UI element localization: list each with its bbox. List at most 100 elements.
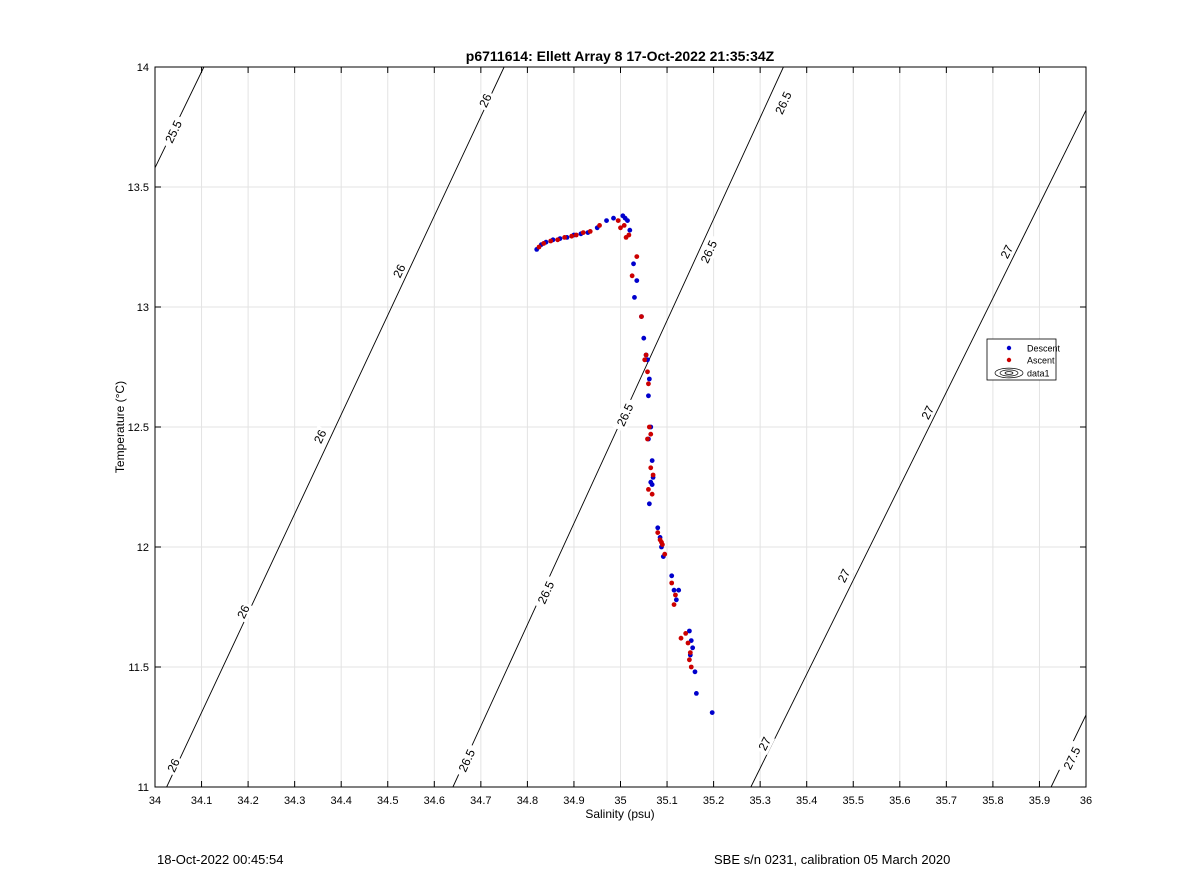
ascent-point — [536, 244, 542, 250]
x-tick-label: 35.5 — [843, 795, 864, 807]
x-tick-label: 34.8 — [517, 795, 538, 807]
x-tick-label: 34.5 — [377, 795, 398, 807]
descent-point — [632, 295, 637, 300]
descent-point — [686, 628, 692, 634]
contour-label: 26.5 — [770, 85, 797, 121]
descent-point — [655, 525, 661, 531]
y-tick-label: 13 — [137, 302, 149, 314]
descent-point — [627, 227, 633, 233]
ascent-point — [569, 233, 575, 239]
x-tick-label: 34.3 — [284, 795, 305, 807]
density-contour-line — [166, 66, 505, 788]
svg-text:26: 26 — [164, 756, 182, 774]
ascent-point — [655, 530, 661, 535]
descent-point — [631, 261, 636, 267]
descent-point — [693, 691, 699, 696]
x-tick-label: 35.3 — [749, 795, 770, 807]
density-contour-line — [750, 110, 1087, 788]
ascent-point — [626, 232, 632, 238]
svg-text:27: 27 — [835, 566, 854, 584]
x-tick-label: 35.9 — [1029, 795, 1050, 807]
x-tick-label: 34.2 — [237, 795, 258, 807]
footer-calibration: SBE s/n 0231, calibration 05 March 2020 — [714, 852, 951, 867]
y-axis: 11 11.5 12 12.5 13 13.5 14 — [128, 62, 1086, 794]
ascent-point — [686, 657, 692, 663]
ascent-point — [648, 431, 654, 437]
descent-point — [692, 669, 698, 675]
x-tick-label: 34.7 — [470, 795, 491, 807]
svg-text:26: 26 — [476, 91, 494, 109]
ascent-point — [645, 436, 650, 442]
y-tick-label: 11 — [138, 782, 149, 794]
descent-point — [646, 393, 651, 399]
x-tick-label: 36 — [1080, 795, 1092, 807]
y-tick-label: 12 — [137, 542, 149, 554]
ascent-point — [639, 314, 644, 319]
ascent-point — [669, 580, 675, 586]
legend-label: Descent — [1027, 344, 1061, 354]
ascent-point — [650, 472, 656, 478]
x-axis-label: Salinity (psu) — [585, 807, 654, 821]
legend-box — [986, 338, 1057, 381]
y-tick-label: 11.5 — [128, 662, 149, 674]
ascent-point — [555, 237, 561, 243]
contour-label: 25.5 — [160, 114, 187, 150]
ascent-point — [562, 235, 568, 240]
svg-text:26: 26 — [390, 262, 408, 280]
y-tick-label: 14 — [137, 62, 149, 74]
legend-label: data1 — [1027, 369, 1050, 379]
contour-label: 27 — [917, 401, 938, 424]
ascent-point — [615, 218, 621, 224]
ascent-point — [643, 352, 649, 358]
contour-label: 26.5 — [532, 575, 560, 611]
ascent-point — [683, 631, 689, 636]
legend-marker-ascent — [1006, 357, 1012, 363]
descent-point — [641, 335, 647, 341]
svg-text:27: 27 — [998, 242, 1017, 260]
ascent-point — [587, 229, 593, 234]
contour-label: 27 — [754, 732, 776, 755]
ascent-point — [541, 241, 547, 246]
ascent-point — [687, 650, 693, 655]
contour-label: 26.5 — [453, 743, 480, 779]
descent-point — [604, 218, 609, 224]
data-points — [534, 213, 715, 715]
x-tick-label: 35.7 — [936, 795, 957, 807]
ascent-point — [662, 551, 668, 557]
descent-point — [646, 501, 652, 507]
svg-text:27: 27 — [918, 403, 937, 421]
y-tick-label: 13.5 — [128, 182, 149, 194]
descent-point — [611, 215, 616, 221]
svg-text:26: 26 — [311, 427, 329, 445]
x-tick-label: 34.1 — [191, 795, 212, 807]
descent-point — [649, 458, 655, 463]
ascent-point — [573, 232, 579, 238]
contour-label: 26 — [233, 600, 254, 623]
x-tick-label: 34.9 — [563, 795, 584, 807]
svg-text:26: 26 — [234, 602, 252, 620]
descent-point — [673, 597, 679, 603]
chart-title: p6711614: Ellett Array 8 17-Oct-2022 21:… — [466, 48, 775, 64]
legend-marker-descent — [1006, 345, 1012, 351]
legend-marker-contour — [1004, 371, 1014, 375]
descent-point — [634, 278, 640, 283]
legend-label: Ascent — [1027, 356, 1055, 366]
ascent-point — [659, 542, 665, 547]
ascent-point — [645, 369, 650, 375]
ascent-point — [597, 223, 602, 228]
x-tick-label: 35.6 — [889, 795, 910, 807]
ascent-point — [678, 635, 684, 641]
x-tick-label: 34.6 — [424, 795, 445, 807]
ascent-point — [618, 225, 623, 231]
ascent-point — [673, 592, 678, 598]
legend-marker-contour — [994, 367, 1024, 379]
ascent-point — [671, 602, 677, 607]
descent-point — [625, 218, 630, 224]
ascent-point — [685, 640, 691, 646]
contour-label: 26 — [389, 259, 410, 283]
ascent-point — [548, 238, 554, 244]
contour-label: 27 — [996, 240, 1018, 263]
x-tick-label: 35 — [614, 795, 626, 807]
contour-label: 26 — [163, 754, 184, 777]
